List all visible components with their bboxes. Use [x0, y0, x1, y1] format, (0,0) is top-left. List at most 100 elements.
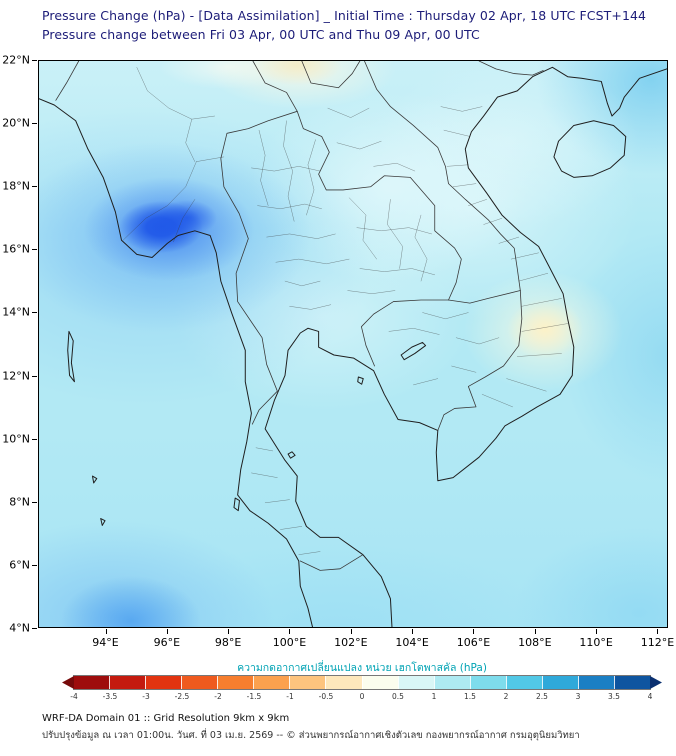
y-axis-tick-mark: [32, 438, 37, 440]
colorbar-segment: [613, 676, 650, 689]
provinces-thailand: [251, 121, 434, 555]
y-axis-tick-label: 6°N: [9, 558, 30, 572]
coastline-group: [39, 67, 667, 627]
y-axis-tick-mark: [32, 501, 37, 503]
y-axis-tick-mark: [32, 312, 37, 314]
provinces-vietnam: [441, 107, 568, 407]
y-axis-tick-mark: [32, 564, 37, 566]
colorbar-tick-label: -2: [214, 692, 222, 701]
x-axis-tick-mark: [228, 629, 230, 634]
y-axis-tick-mark: [32, 375, 37, 377]
x-axis-tick-mark: [473, 629, 475, 634]
colorbar-segment: [74, 676, 110, 689]
colorbar-segment: [469, 676, 506, 689]
colorbar-segment: [325, 676, 362, 689]
colorbar-tick-label: 0.5: [392, 692, 404, 701]
y-axis-tick-label: 10°N: [2, 432, 30, 446]
colorbar-tick-label: 3.5: [608, 692, 620, 701]
colorbar-segment: [253, 676, 290, 689]
border-thailand-cambodia: [361, 300, 448, 366]
colorbar-segments: [73, 675, 651, 690]
colorbar-tick-label: 4: [647, 692, 653, 701]
y-axis-tick-label: 8°N: [9, 495, 30, 509]
border-cambodia-vietnam: [438, 291, 522, 431]
pressure-field-shading: [39, 61, 667, 627]
colorbar-caption: ความกดอากาศเปลี่ยนแปลง หน่วย เฮกโตพาสคัล…: [237, 662, 487, 674]
y-axis-tick-label: 14°N: [2, 305, 30, 319]
y-axis-tick-mark: [32, 249, 37, 251]
x-axis-tick-mark: [412, 629, 414, 634]
colorbar-tick-label: 3: [575, 692, 581, 701]
colorbar-tick-label: -2.5: [174, 692, 190, 701]
colorbar-segment: [361, 676, 398, 689]
border-myanmar-china: [253, 61, 297, 111]
colorbar-ticks: -4 -3.5 -3 -2.5 -2 -1.5 -1 -0.5 0 0.5 1 1.5 2 2.5 3 3.5…: [70, 692, 653, 704]
colorbar-tick-label: -3: [142, 692, 150, 701]
y-axis-tick-label: 16°N: [2, 242, 30, 256]
x-axis-tick-label: 94°E: [92, 636, 119, 649]
chart-title-line2: Pressure change between Fri 03 Apr, 00 U…: [42, 27, 480, 42]
x-axis-tick-label: 108°E: [518, 636, 552, 649]
y-axis: 22°N 20°N 18°N 16°N 14°N 12°N 10°N 8°N 6°N 4°N: [0, 54, 38, 635]
y-axis-tick-label: 4°N: [9, 621, 30, 635]
colorbar-segment: [181, 676, 218, 689]
colorbar-segment: [109, 676, 146, 689]
colorbar-segment: [577, 676, 614, 689]
border-myanmar-india: [56, 61, 79, 100]
x-axis-tick-label: 102°E: [334, 636, 368, 649]
colorbar-tick-label: -4: [70, 692, 78, 701]
colorbar-segment: [505, 676, 542, 689]
colorbar-segment: [217, 676, 254, 689]
colorbar-tick-label: -3.5: [102, 692, 118, 701]
footer-domain-info: WRF-DA Domain 01 :: Grid Resolution 9km …: [42, 713, 290, 724]
x-axis-tick-label: 106°E: [456, 636, 491, 649]
map-plot-area: [38, 60, 668, 628]
colorbar-right-arrow: [650, 676, 662, 689]
x-axis-tick-label: 96°E: [153, 636, 181, 649]
chart-title-line1: Pressure Change (hPa) - [Data Assimilati…: [42, 8, 647, 23]
colorbar-segment: [289, 676, 326, 689]
colorbar-left-arrow: [62, 676, 74, 689]
x-axis: 94°E 96°E 98°E 100°E 102°E 104°E 106°E 108°E 110…: [38, 629, 674, 653]
colorbar-tick-label: 2: [503, 692, 509, 701]
border-thailand-laos: [297, 111, 461, 300]
y-axis-tick-mark: [32, 60, 37, 61]
y-axis-tick-mark: [32, 123, 37, 125]
country-borders-group: [56, 61, 543, 570]
colorbar-tick-label: 1: [431, 692, 437, 701]
provinces-cambodia: [389, 313, 499, 385]
coastline-west: [39, 99, 313, 627]
coastline-islands: [68, 331, 426, 525]
border-laos-cambodia: [448, 291, 520, 304]
coastline-hainan: [554, 121, 626, 178]
border-laos-vietnam: [364, 61, 520, 291]
colorbar-segment: [397, 676, 434, 689]
x-axis-tick-label: 104°E: [395, 636, 429, 649]
x-axis-tick-mark: [350, 629, 352, 634]
colorbar-tick-label: 2.5: [536, 692, 548, 701]
colorbar-tick-label: -1.5: [246, 692, 262, 701]
colorbar-tick-label: -0.5: [318, 692, 334, 701]
footer-update-credit: ปรับปรุงข้อมูล ณ เวลา 01:00น. วันศ. ที่ …: [42, 730, 580, 741]
y-axis-tick-label: 20°N: [2, 116, 30, 130]
coastline-east: [265, 67, 667, 627]
border-myanmar-thailand: [221, 111, 297, 424]
colorbar: [62, 675, 662, 690]
province-boundaries-group: [123, 67, 568, 554]
x-axis-tick-label: 112°E: [640, 636, 675, 649]
x-axis-tick-mark: [166, 629, 168, 634]
colorbar-segment: [541, 676, 578, 689]
y-axis-tick-label: 12°N: [2, 369, 30, 383]
y-axis-tick-mark: [32, 628, 37, 629]
colorbar-segment: [433, 676, 470, 689]
x-axis-tick-mark: [657, 629, 659, 634]
geo-boundaries-layer: [39, 61, 667, 627]
x-axis-tick-mark: [596, 629, 598, 634]
colorbar-segment: [145, 676, 182, 689]
colorbar-tick-label: 1.5: [464, 692, 476, 701]
x-axis-tick-mark: [105, 629, 107, 634]
x-axis-tick-label: 100°E: [272, 636, 307, 649]
x-axis-tick-mark: [534, 629, 536, 634]
y-axis-tick-mark: [32, 186, 37, 188]
